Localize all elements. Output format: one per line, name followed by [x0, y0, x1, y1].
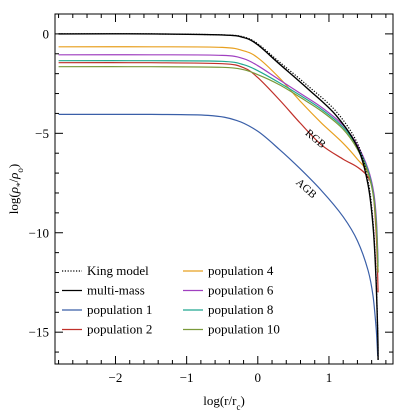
y-tick-label: −10	[29, 225, 49, 240]
y-tick-label: −5	[35, 126, 49, 141]
legend-entry-population-10: population 10	[183, 322, 280, 337]
curves	[58, 33, 379, 361]
annotation-agb: AGB	[293, 177, 318, 201]
series-line-population-8	[58, 60, 379, 267]
x-tick-label: 1	[326, 370, 333, 385]
legend-label: population 1	[87, 302, 152, 317]
legend-label: King model	[87, 263, 149, 278]
legend-label: population 2	[87, 322, 152, 337]
series-line-population-6	[58, 54, 379, 263]
legend-entry-population-4: population 4	[183, 263, 274, 278]
legend-entry-multi-mass: multi-mass	[62, 283, 145, 298]
legend-entry-population-8: population 8	[183, 302, 273, 317]
series-line-population-4	[58, 46, 379, 273]
legend-label: population 8	[208, 302, 273, 317]
series-line-population-10	[58, 66, 379, 273]
legend-label: population 10	[208, 322, 280, 337]
legend-entry-population-6: population 6	[183, 283, 274, 298]
y-axis-label: log(ρ*/ρo)	[6, 164, 25, 214]
axis-ticks: −2 −1 0 10−5−10−15	[29, 14, 393, 385]
x-axis-label: log(r/rc)	[203, 393, 245, 412]
series-line-population-1	[58, 113, 379, 357]
y-tick-label: 0	[43, 26, 50, 41]
legend-entry-population-2: population 2	[62, 322, 152, 337]
legend: King model multi-mass population 1 populati…	[62, 263, 280, 337]
legend-label: population 6	[208, 283, 274, 298]
series-line-population-2	[58, 62, 379, 293]
y-tick-label: −15	[29, 325, 49, 340]
legend-label: multi-mass	[87, 283, 145, 298]
legend-label: population 4	[208, 263, 274, 278]
legend-entry-king-model: King model	[62, 263, 149, 278]
series-line-multi-mass	[58, 33, 379, 361]
x-tick-label: −2	[109, 370, 123, 385]
plot-frame	[54, 13, 394, 365]
x-tick-label: 0	[255, 370, 262, 385]
legend-entry-population-1: population 1	[62, 302, 152, 317]
x-tick-label: −1	[180, 370, 194, 385]
